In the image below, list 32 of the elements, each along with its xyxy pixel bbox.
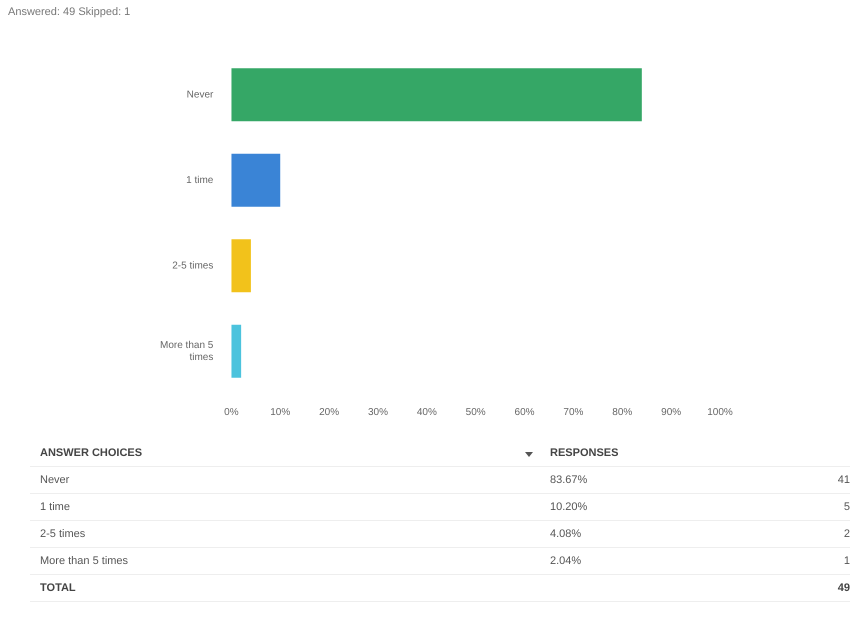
text: 1 (844, 554, 850, 569)
x-tick-label: 10% (270, 406, 290, 418)
x-tick-label: 0% (224, 406, 239, 418)
y-tick-label: Never (186, 90, 214, 100)
text: 4.08% (550, 527, 582, 542)
y-tick-label: 1 time (186, 175, 214, 186)
text: 49 (838, 581, 850, 596)
category-label: 1 time (40, 501, 70, 513)
x-tick-label: 90% (661, 406, 682, 418)
y-tick-label: More than 5 times (160, 340, 214, 363)
text: 2 (844, 527, 850, 542)
text: 83.67% (550, 473, 588, 488)
text: 5 (844, 500, 850, 515)
text: RESPONSES (550, 446, 618, 461)
category-label: Never (40, 474, 70, 486)
text: ANSWER CHOICES (40, 446, 142, 461)
category-label: 2-5 times (40, 528, 86, 540)
text: 2.04% (550, 554, 582, 569)
text: 41 (838, 473, 850, 488)
x-tick-label: 30% (368, 406, 388, 418)
text: TOTAL (40, 581, 76, 596)
x-tick-label: 80% (612, 406, 632, 418)
y-tick-label: 2-5 times (172, 260, 214, 272)
x-tick-label: 50% (466, 406, 486, 418)
x-tick-label: 70% (563, 406, 584, 418)
x-tick-label: 100% (707, 406, 733, 418)
x-tick-label: 40% (416, 406, 437, 418)
category-label: More than 5 times (40, 555, 128, 567)
x-tick-label: 20% (319, 406, 340, 418)
text: Answered: 49 Skipped: 1 (8, 6, 130, 18)
text: 10.20% (550, 500, 588, 515)
x-tick-label: 60% (514, 406, 535, 418)
